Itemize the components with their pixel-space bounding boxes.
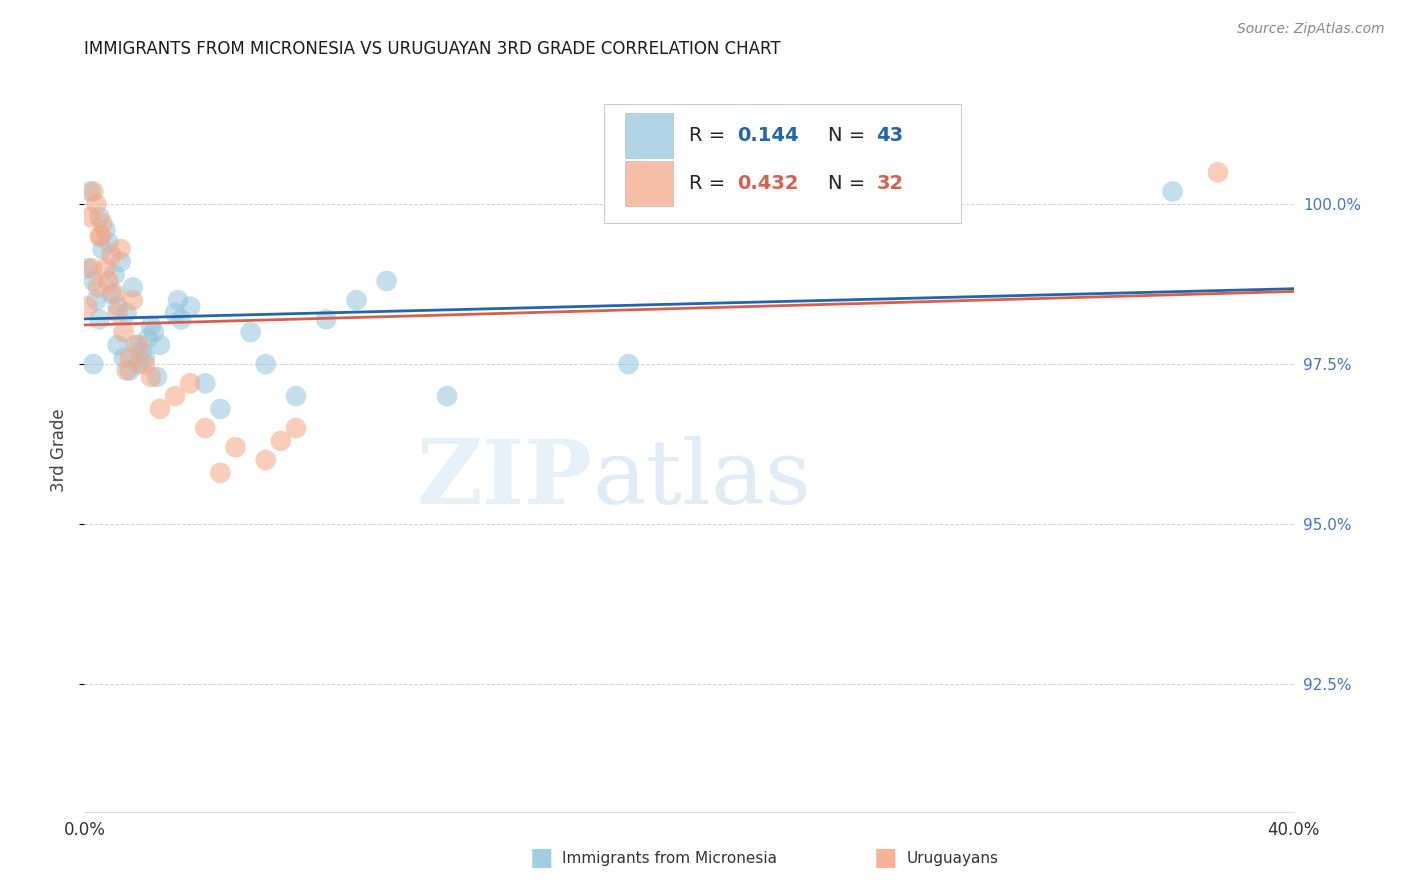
Text: Immigrants from Micronesia: Immigrants from Micronesia	[562, 851, 778, 865]
Point	[82, 185, 104, 199]
Point	[270, 434, 292, 448]
Point	[165, 306, 187, 320]
Point	[170, 312, 193, 326]
Text: N =: N =	[828, 174, 865, 193]
Point	[110, 255, 132, 269]
Point	[209, 401, 232, 416]
Point	[121, 280, 143, 294]
Text: R =: R =	[689, 174, 725, 193]
Point	[194, 376, 217, 391]
Point	[128, 357, 150, 371]
Point	[90, 229, 112, 244]
Point	[79, 210, 101, 224]
Point	[87, 280, 110, 294]
Point	[100, 248, 122, 262]
Text: Source: ZipAtlas.com: Source: ZipAtlas.com	[1237, 22, 1385, 37]
Point	[94, 223, 117, 237]
Point	[118, 351, 141, 365]
Point	[1206, 165, 1229, 179]
Point	[149, 401, 172, 416]
Point	[115, 306, 138, 320]
Point	[146, 370, 169, 384]
Point	[139, 370, 162, 384]
Point	[128, 338, 150, 352]
Point	[107, 338, 129, 352]
Point	[112, 325, 135, 339]
Point	[76, 300, 98, 314]
Point	[165, 389, 187, 403]
Point	[134, 357, 156, 371]
Point	[97, 274, 120, 288]
Text: R =: R =	[689, 126, 725, 145]
Point	[104, 286, 127, 301]
Point	[107, 300, 129, 314]
Point	[375, 274, 398, 288]
Y-axis label: 3rd Grade: 3rd Grade	[51, 409, 69, 492]
Point	[110, 242, 132, 256]
Point	[107, 306, 129, 320]
Point	[121, 293, 143, 308]
Point	[100, 286, 122, 301]
Point	[131, 344, 153, 359]
Point	[80, 261, 103, 276]
Point	[118, 363, 141, 377]
Point	[167, 293, 190, 308]
Text: 0.144: 0.144	[737, 126, 799, 145]
FancyBboxPatch shape	[605, 103, 962, 223]
Point	[104, 268, 127, 282]
Text: 43: 43	[876, 126, 904, 145]
Point	[97, 235, 120, 250]
Text: ZIP: ZIP	[416, 436, 592, 523]
Bar	[624, 113, 673, 158]
Text: IMMIGRANTS FROM MICRONESIA VS URUGUAYAN 3RD GRADE CORRELATION CHART: IMMIGRANTS FROM MICRONESIA VS URUGUAYAN …	[84, 40, 780, 58]
Text: ■: ■	[530, 847, 553, 870]
Point	[209, 466, 232, 480]
Point	[79, 185, 101, 199]
Point	[82, 274, 104, 288]
Point	[139, 318, 162, 333]
Point	[1161, 185, 1184, 199]
Bar	[624, 161, 673, 206]
Text: 32: 32	[876, 174, 904, 193]
Point	[89, 210, 111, 224]
Point	[125, 338, 148, 352]
Point	[149, 338, 172, 352]
Point	[134, 351, 156, 365]
Point	[115, 363, 138, 377]
Point	[91, 242, 114, 256]
Point	[89, 229, 111, 244]
Point	[86, 197, 108, 211]
Point	[194, 421, 217, 435]
Point	[82, 357, 104, 371]
Point	[617, 357, 640, 371]
Point	[89, 312, 111, 326]
Point	[346, 293, 368, 308]
Point	[86, 293, 108, 308]
Point	[91, 217, 114, 231]
Point	[285, 421, 308, 435]
Point	[142, 325, 165, 339]
Text: Uruguayans: Uruguayans	[907, 851, 998, 865]
Point	[76, 261, 98, 276]
Point	[315, 312, 337, 326]
Text: ■: ■	[875, 847, 897, 870]
Point	[94, 261, 117, 276]
Text: 0.432: 0.432	[737, 174, 799, 193]
Text: atlas: atlas	[592, 435, 811, 523]
Point	[225, 440, 247, 454]
Point	[285, 389, 308, 403]
Point	[179, 300, 201, 314]
Point	[136, 332, 159, 346]
Point	[239, 325, 262, 339]
Point	[436, 389, 458, 403]
Point	[112, 351, 135, 365]
Point	[254, 453, 277, 467]
Text: N =: N =	[828, 126, 865, 145]
Point	[254, 357, 277, 371]
Point	[179, 376, 201, 391]
